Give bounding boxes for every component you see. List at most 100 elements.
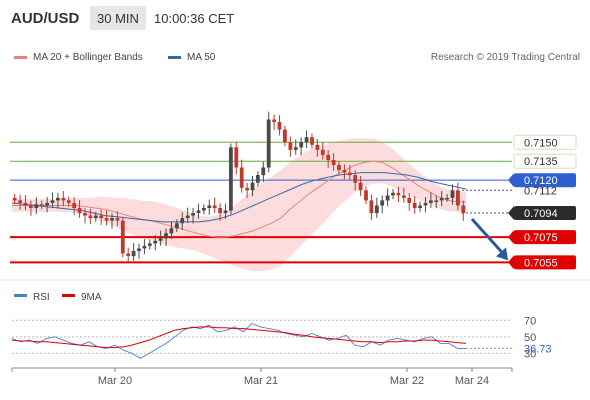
price-label-0.7135: 0.7135 bbox=[524, 156, 558, 168]
candle-body bbox=[385, 195, 390, 201]
candle-body bbox=[288, 142, 293, 150]
candle-body bbox=[277, 122, 282, 130]
candle-body bbox=[256, 175, 260, 183]
chart-header: AUD/USD 30 MIN 10:00:36 CET bbox=[0, 0, 590, 38]
rsi-line bbox=[11, 323, 466, 359]
candle-body bbox=[412, 202, 417, 208]
candle-body bbox=[153, 240, 158, 244]
candle-body bbox=[304, 137, 309, 143]
candle-body bbox=[461, 205, 466, 214]
candle-body bbox=[93, 215, 98, 219]
forecast-arrowhead bbox=[496, 247, 508, 261]
timestamp: 10:00:36 CET bbox=[154, 11, 235, 26]
candle-body bbox=[429, 200, 433, 203]
candle-body bbox=[434, 200, 439, 202]
ma20-line bbox=[12, 160, 466, 238]
candle-body bbox=[250, 182, 255, 191]
rsi-tick-30: 30 bbox=[524, 348, 536, 360]
price-label-0.7075: 0.7075 bbox=[524, 232, 558, 244]
candle-body bbox=[104, 218, 109, 221]
x-tick-label: Mar 21 bbox=[244, 375, 278, 387]
candle-body bbox=[175, 223, 179, 229]
candle-body bbox=[158, 238, 163, 241]
candle-body bbox=[331, 160, 336, 166]
ma9-legend-label: 9MA bbox=[81, 292, 102, 303]
candle-body bbox=[396, 192, 401, 196]
candle-body bbox=[320, 149, 325, 155]
candle-body bbox=[77, 208, 82, 214]
x-tick-label: Mar 20 bbox=[98, 375, 132, 387]
candle-body bbox=[439, 197, 444, 201]
candle-body bbox=[110, 218, 114, 221]
candle-body bbox=[326, 154, 331, 160]
x-tick-label: Mar 24 bbox=[455, 375, 489, 387]
candle-body bbox=[207, 205, 212, 208]
candle-body bbox=[12, 197, 17, 201]
candle-body bbox=[239, 167, 244, 188]
candle-body bbox=[229, 147, 233, 211]
candle-body bbox=[126, 253, 131, 256]
timeframe-label[interactable]: 30 MIN bbox=[97, 11, 139, 26]
candle-body bbox=[407, 197, 412, 203]
ma50-line bbox=[11, 172, 467, 223]
legend-ma20: MA 20 + Bollinger Bands bbox=[14, 52, 143, 63]
candle-body bbox=[261, 167, 266, 176]
x-tick-label: Mar 22 bbox=[390, 375, 424, 387]
candle-body bbox=[380, 200, 385, 206]
bollinger-band bbox=[12, 138, 466, 272]
candle-body bbox=[423, 202, 428, 206]
candle-body bbox=[83, 213, 87, 216]
timeframe-button[interactable] bbox=[90, 6, 146, 30]
candle-body bbox=[29, 205, 33, 208]
candle-body bbox=[45, 202, 49, 206]
price-tag-bg-0.7135 bbox=[513, 153, 577, 169]
candle-body bbox=[374, 205, 379, 214]
candle-body bbox=[34, 204, 39, 208]
price-tag-bg-0.7150 bbox=[513, 134, 577, 150]
candle-body bbox=[66, 200, 71, 203]
candle-body bbox=[88, 215, 93, 219]
candle-body bbox=[266, 119, 271, 168]
ma50-label: MA 50 bbox=[187, 52, 216, 63]
rsi-legend-label: RSI bbox=[33, 292, 50, 303]
ma9-legend-swatch bbox=[62, 294, 75, 297]
candle-body bbox=[39, 204, 44, 206]
candle-body bbox=[391, 192, 395, 196]
price-tag-bg-0.7055 bbox=[514, 255, 576, 270]
price-tag-bg-0.7094 bbox=[514, 206, 576, 220]
candle-body bbox=[358, 182, 363, 191]
candle-body bbox=[142, 245, 147, 249]
candle-body bbox=[99, 215, 104, 219]
candle-body bbox=[56, 197, 60, 201]
candle-body bbox=[402, 195, 406, 198]
price-tag-pointer-0.7094 bbox=[508, 206, 514, 221]
candle-body bbox=[445, 197, 449, 200]
candle-body bbox=[310, 137, 314, 145]
price-label-0.7055: 0.7055 bbox=[524, 257, 558, 269]
ma50-swatch bbox=[168, 55, 181, 59]
research-credit: Research © 2019 Trading Central bbox=[430, 52, 580, 63]
ma20-swatch bbox=[14, 55, 27, 59]
price-tag-pointer-0.7075 bbox=[508, 230, 514, 245]
rsi-tick-50: 50 bbox=[524, 332, 536, 344]
candle-body bbox=[283, 129, 287, 143]
candle-body bbox=[50, 200, 55, 203]
rsi-legend-swatch bbox=[14, 294, 27, 297]
price-tag-pointer-0.7120 bbox=[508, 173, 514, 188]
candle-body bbox=[120, 220, 125, 254]
candle-body bbox=[115, 218, 120, 221]
candle-body bbox=[245, 187, 249, 191]
candles bbox=[12, 111, 466, 263]
candle-body bbox=[169, 228, 174, 234]
candle-body bbox=[180, 218, 185, 224]
candle-body bbox=[418, 205, 422, 208]
candle-body bbox=[137, 248, 141, 251]
price-label-0.7094: 0.7094 bbox=[524, 208, 558, 220]
candle-body bbox=[185, 215, 190, 219]
candle-body bbox=[342, 170, 347, 173]
candle-body bbox=[18, 200, 22, 203]
candle-body bbox=[337, 165, 341, 171]
price-label-0.7120: 0.7120 bbox=[524, 175, 558, 187]
rsi-current-value: 36.73 bbox=[524, 343, 552, 355]
